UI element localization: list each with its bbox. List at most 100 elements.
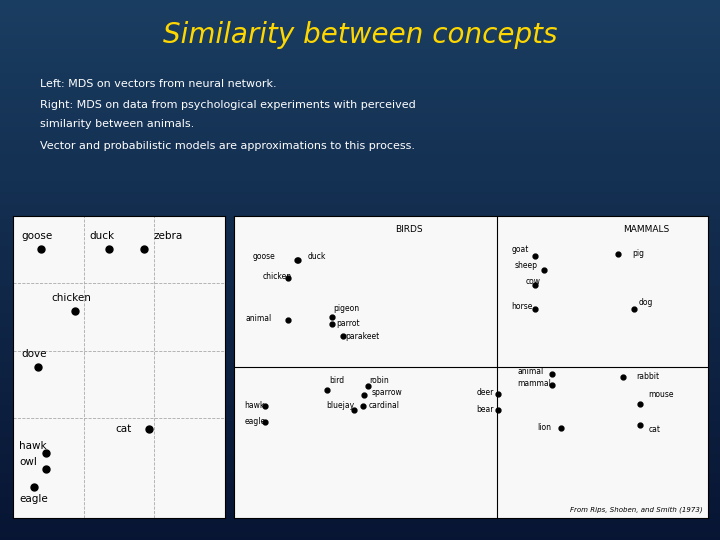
Bar [0,362,720,364]
Bar [0,310,720,313]
Text: similarity between animals.: similarity between animals. [40,119,194,129]
Bar [0,378,720,381]
Bar [0,162,720,165]
Text: dove: dove [22,349,47,359]
Bar [0,165,720,167]
Bar [0,167,720,170]
Bar [0,284,720,286]
Bar [0,248,720,251]
Bar [0,59,720,62]
Bar [0,224,720,227]
Text: pigeon: pigeon [333,303,359,313]
Bar [0,11,720,14]
Bar [0,532,720,535]
Bar [0,197,720,200]
Bar [0,65,720,68]
Bar [0,151,720,154]
Bar [0,40,720,43]
Text: pig: pig [632,249,644,258]
Bar [0,464,720,467]
Bar [0,73,720,76]
Bar [0,54,720,57]
Bar [0,529,720,532]
Bar [0,68,720,70]
Bar [0,292,720,294]
Bar [0,70,720,73]
Bar [0,132,720,135]
Bar [0,176,720,178]
Bar [0,221,720,224]
Bar [0,486,720,489]
Bar [0,389,720,392]
Bar [0,356,720,359]
Bar [0,354,720,356]
Bar [0,367,720,370]
Text: sparrow: sparrow [372,388,402,397]
Bar [0,351,720,354]
Text: BIRDS: BIRDS [395,225,423,234]
Bar [0,211,720,213]
Bar [0,400,720,402]
Bar [0,513,720,516]
Bar [0,81,720,84]
Bar [0,491,720,494]
Bar [0,0,720,3]
Text: Left: MDS on vectors from neural network.: Left: MDS on vectors from neural network… [40,79,276,89]
Bar [0,343,720,346]
Text: cat: cat [649,424,660,434]
Text: animal: animal [517,367,544,376]
Bar [0,119,720,122]
Bar [0,94,720,97]
Bar [0,416,720,418]
Bar [0,418,720,421]
Bar [0,537,720,540]
Bar [0,240,720,243]
Bar [0,502,720,505]
Bar [0,451,720,454]
Bar [0,370,720,373]
Bar [0,335,720,338]
Text: lion: lion [537,423,552,432]
Bar [0,84,720,86]
Bar [0,405,720,408]
Bar [0,273,720,275]
Text: zebra: zebra [153,231,182,241]
Bar [0,446,720,448]
Bar [0,189,720,192]
Text: bluejay: bluejay [326,401,354,409]
Bar [0,216,720,219]
Bar [0,302,720,305]
Text: Right: MDS on data from psychological experiments with perceived: Right: MDS on data from psychological ex… [40,100,415,110]
Bar [0,219,720,221]
Bar [0,483,720,486]
Bar [0,478,720,481]
Bar [0,78,720,81]
Bar [0,510,720,513]
Bar [0,300,720,302]
Bar [0,373,720,375]
Bar [0,505,720,508]
Bar [0,62,720,65]
Bar [0,481,720,483]
Bar [0,146,720,148]
Bar [0,435,720,437]
Bar [0,281,720,284]
Text: duck: duck [89,231,114,241]
Bar [0,140,720,143]
Bar [0,122,720,124]
Bar [0,230,720,232]
Bar [0,8,720,11]
Bar [0,462,720,464]
Bar [0,184,720,186]
Bar [0,35,720,38]
Bar [0,489,720,491]
Bar [0,497,720,500]
Text: deer: deer [477,388,494,397]
Bar [0,108,720,111]
Text: mouse: mouse [649,390,674,399]
Bar [0,259,720,262]
Bar [0,364,720,367]
Bar [0,181,720,184]
Text: chicken: chicken [262,272,292,281]
Bar [0,49,720,51]
